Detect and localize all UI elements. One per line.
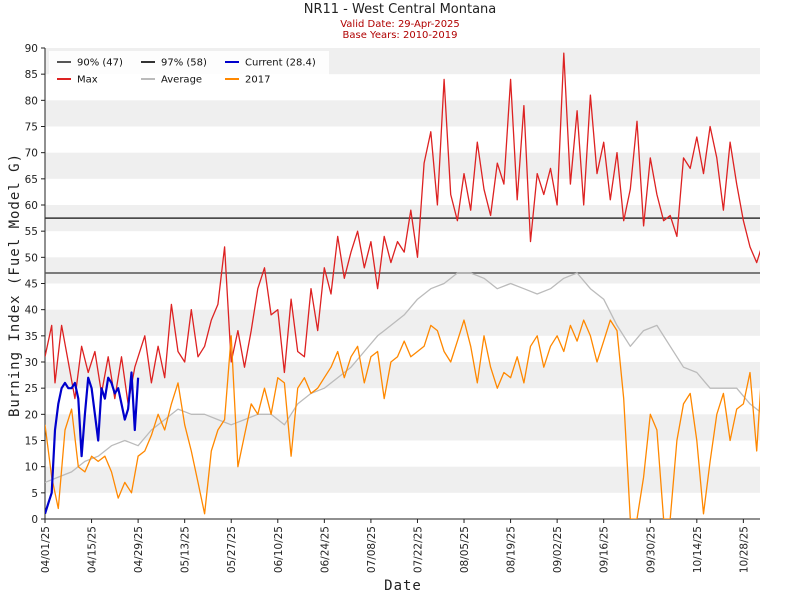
x-tick-label: 09/02/25 xyxy=(552,526,564,573)
x-axis-title: Date xyxy=(384,578,422,594)
grid-band xyxy=(45,414,760,441)
legend-label: 97% (58) xyxy=(161,58,207,69)
x-tick-label: 06/24/25 xyxy=(319,526,331,573)
x-tick-label: 04/15/25 xyxy=(87,526,99,573)
y-tick-label: 50 xyxy=(25,252,38,264)
y-tick-label: 90 xyxy=(25,43,38,55)
legend-label: Max xyxy=(77,75,98,86)
y-tick-label: 65 xyxy=(25,174,38,186)
y-tick-label: 55 xyxy=(25,226,38,238)
x-tick-label: 05/13/25 xyxy=(180,526,192,573)
legend-box xyxy=(49,51,329,87)
legend-label: Current (28.4) xyxy=(245,58,316,69)
x-tick-label: 05/27/25 xyxy=(226,526,238,573)
y-tick-label: 85 xyxy=(25,69,38,81)
x-tick-label: 04/01/25 xyxy=(40,526,52,573)
y-tick-label: 20 xyxy=(25,409,38,421)
y-tick-label: 75 xyxy=(25,122,38,134)
base-years: Base Years: 2010-2019 xyxy=(342,30,458,41)
legend-label: 2017 xyxy=(245,75,270,86)
x-tick-label: 09/16/25 xyxy=(599,526,611,573)
chart-title: NR11 - West Central Montana xyxy=(303,2,497,17)
y-tick-label: 10 xyxy=(25,462,38,474)
legend-label: 90% (47) xyxy=(77,58,123,69)
y-axis-title: Burning Index (Fuel Model G) xyxy=(7,153,23,417)
grid-bands xyxy=(45,48,760,493)
x-tick-label: 07/08/25 xyxy=(366,526,378,573)
plot-area xyxy=(45,52,760,519)
grid-band xyxy=(45,309,760,336)
threshold-lines xyxy=(45,217,760,274)
y-tick-label: 40 xyxy=(25,305,38,317)
grid-band xyxy=(45,100,760,127)
x-tick-label: 08/19/25 xyxy=(506,526,518,573)
grid-band xyxy=(45,257,760,284)
legend-label: Average xyxy=(161,75,202,86)
x-tick-label: 07/22/25 xyxy=(412,526,424,573)
x-tick-label: 10/14/25 xyxy=(692,526,704,573)
x-tick-label: 09/30/25 xyxy=(645,526,657,573)
y-tick-label: 15 xyxy=(25,436,38,448)
y-tick-label: 80 xyxy=(25,95,38,107)
axes: 0 5 10 15 20 25 30 35 40 45 50 55 60 65 70 75 80 85 90 04/0… xyxy=(25,43,760,573)
y-tick-label: 45 xyxy=(25,279,38,291)
series-line-2017 xyxy=(45,319,760,519)
y-tick-label: 5 xyxy=(31,488,38,500)
series-line-current-28-4 xyxy=(45,371,140,515)
series-line-average xyxy=(45,272,760,484)
x-tick-label: 10/28/25 xyxy=(738,526,750,573)
series-line-max xyxy=(45,52,760,405)
y-tick-label: 25 xyxy=(25,383,38,395)
x-tick-label: 06/10/25 xyxy=(273,526,285,573)
x-tick-label: 04/29/25 xyxy=(133,526,145,573)
y-tick-label: 60 xyxy=(25,200,38,212)
y-tick-label: 70 xyxy=(25,148,38,160)
y-tick-label: 35 xyxy=(25,331,38,343)
valid-date: Valid Date: 29-Apr-2025 xyxy=(340,19,460,30)
legend: 90% (47) 97% (58) Current (28.4) Max Average… xyxy=(49,51,329,87)
y-tick-label: 30 xyxy=(25,357,38,369)
y-tick-label: 0 xyxy=(31,514,38,526)
x-tick-label: 08/05/25 xyxy=(459,526,471,573)
grid-band xyxy=(45,466,760,493)
